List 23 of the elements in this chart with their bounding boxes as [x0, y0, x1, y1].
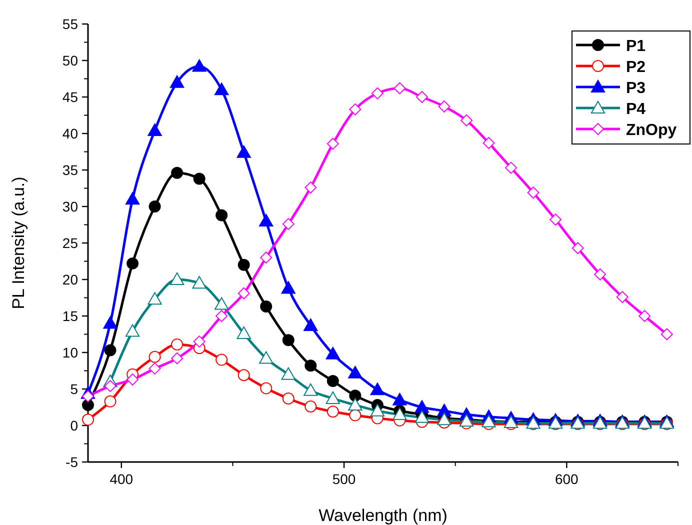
y-tick-label: 40	[62, 126, 78, 142]
y-tick-label: 20	[62, 272, 78, 288]
y-tick-label: 35	[62, 162, 78, 178]
y-tick-label: 10	[62, 344, 78, 360]
y-tick-label: 45	[62, 89, 78, 105]
y-tick-label: 25	[62, 235, 78, 251]
x-tick-label: 400	[110, 471, 134, 487]
legend-label: P3	[626, 80, 646, 97]
legend-label: P1	[626, 38, 646, 55]
y-tick-label: 5	[70, 381, 78, 397]
legend-label: ZnOpy	[626, 122, 677, 139]
y-tick-label: 30	[62, 198, 78, 214]
x-tick-label: 500	[332, 471, 356, 487]
y-tick-label: 55	[62, 16, 78, 32]
legend-label: P2	[626, 59, 646, 76]
y-tick-label: 50	[62, 52, 78, 68]
y-tick-label: 0	[70, 418, 78, 434]
y-axis-title: PL Intensity (a.u.)	[9, 176, 28, 310]
legend-label: P4	[626, 101, 646, 118]
x-tick-label: 600	[555, 471, 579, 487]
y-tick-label: -5	[66, 454, 78, 470]
x-axis-title: Wavelength (nm)	[318, 506, 448, 525]
y-tick-label: 15	[62, 308, 78, 324]
